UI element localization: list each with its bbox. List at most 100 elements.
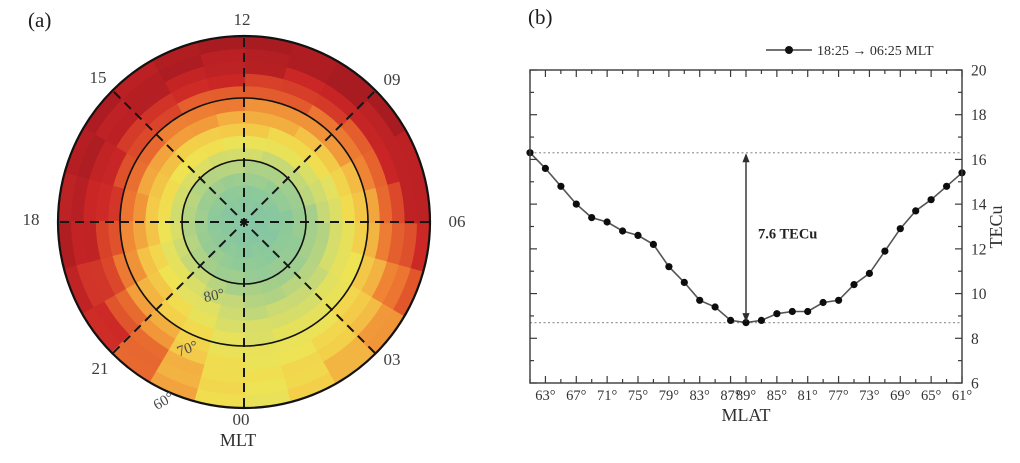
heatmap-cell — [94, 182, 114, 224]
heatmap-cell — [174, 328, 213, 355]
heatmap-cell — [57, 172, 78, 224]
heatmap-cell — [57, 220, 78, 272]
heatmap-cell — [99, 256, 127, 298]
heatmap-cell — [94, 220, 114, 262]
lat-label-80: 80° — [202, 286, 226, 306]
heatmap-cell — [350, 253, 377, 292]
mlt-label-06: 06 — [449, 212, 466, 231]
heatmap-cell — [315, 198, 332, 223]
heatmap-cell — [278, 339, 320, 367]
mlat-circle-70 — [119, 97, 369, 347]
heatmap-cell — [224, 242, 238, 259]
heatmap-cell — [221, 227, 236, 241]
heatmap-cell — [275, 328, 314, 355]
heatmap-cell — [307, 177, 329, 204]
heatmap-cell — [168, 77, 210, 105]
heatmap-cell — [172, 135, 202, 162]
panel-a-polar-chart: (a) 12 15 18 21 00 03 06 09 80° 70° 60° … — [23, 8, 466, 450]
heatmap-cell — [224, 185, 238, 202]
heatmap-cell — [168, 221, 185, 242]
x-tick-label: 73° — [859, 388, 880, 404]
heatmap-cell — [371, 139, 401, 185]
heatmap-cell — [199, 256, 220, 277]
heatmap-cell — [231, 222, 244, 229]
heatmap-cell — [205, 221, 221, 233]
heatmap-cell — [193, 208, 209, 223]
heatmap-cell — [87, 139, 117, 185]
heatmap-cell — [219, 225, 234, 235]
heatmap-cell — [243, 159, 261, 175]
heatmap-cell — [156, 221, 173, 246]
heatmap-cell — [262, 285, 289, 307]
heatmap-cell — [237, 233, 245, 248]
data-point-marker — [557, 182, 565, 190]
data-point-marker — [665, 263, 673, 271]
heatmap-cell — [242, 72, 284, 92]
heatmap-cell — [159, 177, 181, 204]
mlat-circle-60-outer — [56, 34, 432, 410]
heatmap-cell — [339, 158, 365, 195]
x-tick-label: 79° — [659, 388, 680, 404]
heatmap-cell — [237, 196, 245, 211]
polar-axis-title: MLT — [220, 430, 256, 450]
y-tick-label: 6 — [971, 376, 979, 393]
heatmap-cell — [163, 291, 196, 320]
heatmap-cell — [243, 317, 274, 335]
heatmap-cell — [311, 317, 351, 353]
heatmap-cell — [339, 221, 357, 252]
heatmap-cell — [243, 146, 264, 163]
heatmap-cell — [155, 360, 204, 391]
x-tick-label: 87° — [720, 388, 741, 404]
heatmap-cell — [243, 233, 251, 248]
heatmap-cell — [233, 245, 245, 261]
heatmap-cell — [137, 317, 177, 353]
heatmap-cell — [199, 285, 226, 307]
heatmap-cell — [243, 305, 271, 323]
y-tick-label: 14 — [971, 197, 987, 214]
x-tick-label: 63° — [535, 388, 556, 404]
x-tick-label: 69° — [890, 388, 911, 404]
heatmap-cell — [146, 141, 175, 174]
x-tick-label: 67° — [566, 388, 587, 404]
heatmap-cell — [205, 211, 221, 223]
data-point-marker — [943, 182, 951, 190]
heatmap-cell — [365, 307, 406, 355]
data-point-marker — [572, 200, 580, 208]
heatmap-cell — [81, 220, 102, 266]
heatmap-cell — [243, 109, 274, 127]
heatmap-cell — [181, 205, 197, 223]
x-tick-label: 61° — [952, 388, 973, 404]
heatmap-cell — [351, 188, 369, 223]
x-tick-label: 75° — [628, 388, 649, 404]
heatmap-cell — [386, 220, 407, 266]
plot-ticks — [529, 69, 963, 384]
heatmap-cell — [281, 349, 327, 379]
heatmap-cell — [119, 188, 137, 223]
heatmap-cell — [281, 65, 327, 95]
heatmap-cell — [221, 203, 236, 217]
heatmap-cell — [365, 89, 406, 137]
panel-a-tag: (a) — [28, 8, 51, 32]
legend-marker-dot — [785, 46, 793, 54]
heatmap-cell — [237, 209, 244, 222]
heatmap-cell — [214, 317, 245, 335]
heatmap-cell — [292, 291, 325, 320]
heatmap-cell — [199, 137, 226, 159]
heatmap-cell — [193, 221, 209, 236]
heatmap-cell — [327, 221, 345, 249]
data-point-marker — [603, 218, 611, 226]
x-tick-label: 77° — [828, 388, 849, 404]
data-point-marker — [757, 316, 765, 324]
heatmap-cell — [250, 242, 264, 259]
data-point-marker — [619, 227, 627, 235]
heatmap-cell — [194, 35, 246, 56]
arrow-head-up — [742, 153, 750, 163]
heatmap-cell — [291, 221, 307, 239]
heatmap-cell — [231, 215, 244, 222]
lat-label-70: 70° — [175, 338, 200, 360]
heatmap-cell — [123, 249, 149, 286]
data-point-marker — [788, 307, 796, 316]
heatmap-cell — [87, 259, 117, 305]
heatmap-cell — [262, 137, 289, 159]
